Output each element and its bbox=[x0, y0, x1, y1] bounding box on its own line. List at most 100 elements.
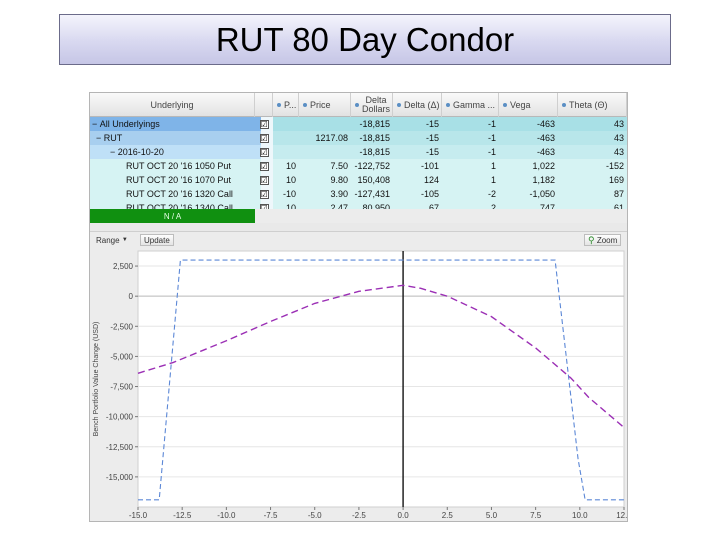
expiration-pnl-line bbox=[138, 259, 624, 501]
table-row[interactable]: RUT OCT 20 '16 1070 Put ☑ 10 9.80 150,40… bbox=[90, 173, 627, 187]
x-tick-label: 7.5 bbox=[530, 511, 542, 520]
vega-cell: -463 bbox=[536, 119, 555, 129]
sort-dot-icon bbox=[446, 103, 450, 107]
chart-toolbar: Range ▼ Update ⚲ Zoom bbox=[90, 231, 627, 247]
x-tick-label: -10.0 bbox=[217, 511, 236, 520]
price-cell: 3.90 bbox=[330, 189, 348, 199]
delta-dollars-cell: -122,752 bbox=[354, 161, 390, 171]
gamma-cell: -1 bbox=[487, 119, 496, 129]
theta-cell: 43 bbox=[613, 119, 624, 129]
header-gamma[interactable]: Gamma ... bbox=[442, 93, 499, 117]
gamma-cell: 1 bbox=[490, 175, 496, 185]
zoom-icon: ⚲ bbox=[588, 234, 595, 245]
zoom-button[interactable]: ⚲ Zoom bbox=[584, 234, 622, 246]
x-tick-label: -7.5 bbox=[264, 511, 278, 520]
header-delta[interactable]: Delta (Δ) bbox=[393, 93, 442, 117]
row-checkbox[interactable]: ☑ bbox=[259, 175, 269, 185]
vega-cell: -1,050 bbox=[529, 189, 555, 199]
theta-cell: 61 bbox=[613, 203, 624, 213]
x-tick-label: -12.5 bbox=[173, 511, 192, 520]
chevron-down-icon: ▼ bbox=[121, 237, 128, 243]
y-tick-label: -12,500 bbox=[106, 443, 134, 452]
header-delta-dollars[interactable]: Delta Dollars bbox=[351, 93, 393, 117]
gamma-cell: -1 bbox=[487, 147, 496, 157]
table-row[interactable]: RUT OCT 20 '16 1320 Call ☑ -10 3.90 -127… bbox=[90, 187, 627, 201]
position-cell: 10 bbox=[285, 161, 296, 171]
header-underlying[interactable]: Underlying bbox=[90, 93, 255, 117]
y-tick-label: -7,500 bbox=[110, 383, 133, 392]
update-button[interactable]: Update bbox=[140, 234, 174, 246]
table-header: Underlying P... Price Delta Dollars Delt… bbox=[90, 93, 627, 117]
table-row[interactable]: RUT OCT 20 '16 1050 Put ☑ 10 7.50 -122,7… bbox=[90, 159, 627, 173]
position-cell bbox=[273, 117, 299, 131]
delta-dollars-cell: -18,815 bbox=[359, 147, 390, 157]
row-checkbox[interactable]: ☑ bbox=[259, 189, 269, 199]
x-tick-label: 2.5 bbox=[442, 511, 454, 520]
range-dropdown[interactable]: Range ▼ bbox=[96, 235, 128, 245]
header-theta[interactable]: Theta (Θ) bbox=[558, 93, 627, 117]
table-row[interactable]: − All Underlyings ☑ -18,815 -15 -1 -463 … bbox=[90, 117, 627, 131]
delta-dollars-cell: 80,950 bbox=[362, 203, 390, 213]
x-tick-label: -5.0 bbox=[308, 511, 322, 520]
row-checkbox[interactable]: ☑ bbox=[259, 133, 269, 143]
row-checkbox[interactable]: ☑ bbox=[259, 161, 269, 171]
position-cell: 10 bbox=[285, 203, 296, 213]
na-cell: N / A bbox=[90, 209, 255, 223]
risk-navigator-window: Underlying P... Price Delta Dollars Delt… bbox=[89, 92, 628, 522]
y-axis-label: Bench Portfolio Value Change (USD) bbox=[93, 322, 100, 437]
x-tick-label: 12.5 bbox=[616, 511, 627, 520]
table-row[interactable]: N / A bbox=[90, 209, 627, 223]
theta-cell: 43 bbox=[613, 147, 624, 157]
table-row[interactable]: − 2016-10-20 ☑ -18,815 -15 -1 -463 43 bbox=[90, 145, 627, 159]
plot-area bbox=[137, 250, 625, 508]
current-pnl-line bbox=[137, 284, 625, 429]
theta-cell: 169 bbox=[608, 175, 624, 185]
underlying-name: RUT OCT 20 '16 1050 Put bbox=[126, 161, 231, 171]
underlying-name: RUT OCT 20 '16 1070 Put bbox=[126, 175, 231, 185]
vega-cell: 1,182 bbox=[532, 175, 555, 185]
delta-cell: 67 bbox=[428, 203, 439, 213]
price-cell bbox=[299, 117, 351, 131]
delta-dollars-cell: -127,431 bbox=[354, 189, 390, 199]
position-cell bbox=[273, 131, 299, 145]
delta-cell: -15 bbox=[425, 133, 439, 143]
delta-cell: -105 bbox=[420, 189, 439, 199]
delta-cell: 124 bbox=[423, 175, 439, 185]
y-tick-label: 2,500 bbox=[113, 262, 134, 271]
y-tick-label: -5,000 bbox=[110, 352, 133, 361]
price-cell: 9.80 bbox=[330, 175, 348, 185]
delta-dollars-cell: -18,815 bbox=[359, 133, 390, 143]
y-tick-label: -15,000 bbox=[106, 473, 134, 482]
gamma-cell: -2 bbox=[487, 189, 496, 199]
theta-cell: 87 bbox=[613, 189, 624, 199]
header-checkbox[interactable] bbox=[255, 93, 273, 117]
underlying-name: − RUT bbox=[96, 133, 123, 143]
gamma-cell: 1 bbox=[490, 161, 496, 171]
row-checkbox[interactable]: ☑ bbox=[259, 119, 269, 129]
table-row[interactable]: − RUT ☑ 1217.08 -18,815 -15 -1 -463 43 bbox=[90, 131, 627, 145]
x-tick-label: -15.0 bbox=[129, 511, 148, 520]
y-tick-label: -2,500 bbox=[110, 322, 133, 331]
vega-cell: 747 bbox=[539, 203, 555, 213]
delta-cell: -15 bbox=[425, 147, 439, 157]
price-cell bbox=[299, 145, 351, 159]
delta-dollars-cell: 150,408 bbox=[357, 175, 390, 185]
header-position[interactable]: P... bbox=[273, 93, 299, 117]
gamma-cell: 2 bbox=[490, 203, 496, 213]
gamma-cell: -1 bbox=[487, 133, 496, 143]
header-price[interactable]: Price bbox=[299, 93, 351, 117]
position-cell: 10 bbox=[285, 175, 296, 185]
slide-title: RUT 80 Day Condor bbox=[59, 14, 671, 65]
position-cell: -10 bbox=[282, 189, 296, 199]
underlying-name: − 2016-10-20 bbox=[110, 147, 164, 157]
x-tick-label: 5.0 bbox=[486, 511, 498, 520]
theta-cell: -152 bbox=[605, 161, 624, 171]
price-cell: 7.50 bbox=[330, 161, 348, 171]
pnl-chart[interactable]: 2,500 0 -2,500 -5,000 -7,500 -10,000 -12,500 -1… bbox=[90, 247, 627, 521]
header-vega[interactable]: Vega bbox=[499, 93, 558, 117]
underlying-name: RUT OCT 20 '16 1320 Call bbox=[126, 189, 233, 199]
sort-dot-icon bbox=[397, 103, 401, 107]
sort-dot-icon bbox=[503, 103, 507, 107]
x-tick-label: -2.5 bbox=[352, 511, 366, 520]
row-checkbox[interactable]: ☑ bbox=[259, 147, 269, 157]
